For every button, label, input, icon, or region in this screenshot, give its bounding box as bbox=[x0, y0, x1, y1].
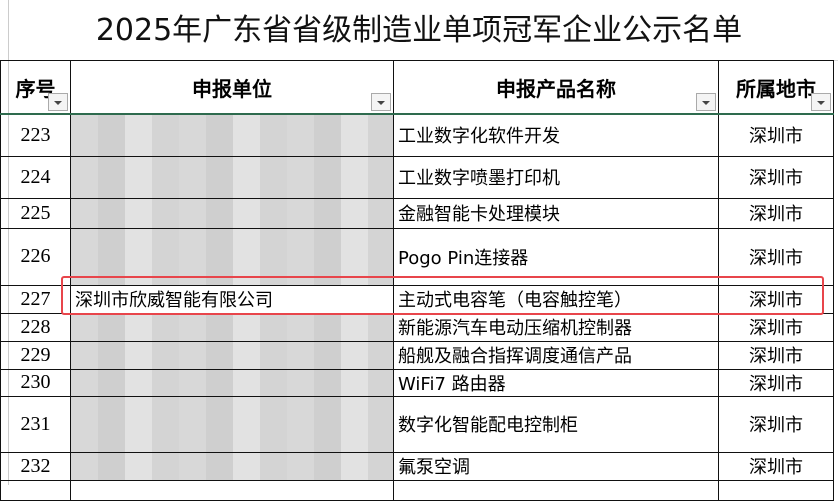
table-row: 227 深圳市欣威智能有限公司 主动式电容笔（电容触控笔） 深圳市 bbox=[0, 284, 834, 314]
unit-cell-redacted bbox=[70, 340, 394, 370]
no-cell[interactable]: 224 bbox=[0, 155, 71, 199]
cell bbox=[70, 479, 394, 501]
cell bbox=[393, 479, 719, 501]
filter-dropdown-icon[interactable] bbox=[371, 93, 391, 111]
unit-cell-redacted bbox=[70, 197, 394, 229]
redacted-blur bbox=[71, 199, 393, 227]
redacted-blur bbox=[71, 314, 393, 340]
product-cell[interactable]: 数字化智能配电控制柜 bbox=[393, 395, 719, 453]
product-cell[interactable]: 主动式电容笔（电容触控笔） bbox=[393, 284, 719, 314]
city-cell[interactable]: 深圳市 bbox=[718, 155, 834, 199]
city-cell[interactable]: 深圳市 bbox=[718, 113, 834, 157]
unit-cell-redacted bbox=[70, 113, 394, 157]
redacted-blur bbox=[71, 342, 393, 368]
no-cell[interactable]: 229 bbox=[0, 340, 71, 370]
product-cell[interactable]: 新能源汽车电动压缩机控制器 bbox=[393, 312, 719, 342]
no-cell[interactable]: 230 bbox=[0, 368, 71, 397]
header-city: 所属地市 bbox=[718, 60, 834, 115]
table-row-partial bbox=[0, 479, 834, 501]
no-cell[interactable]: 223 bbox=[0, 113, 71, 157]
city-cell[interactable]: 深圳市 bbox=[718, 451, 834, 481]
product-cell[interactable]: 氟泵空调 bbox=[393, 451, 719, 481]
redacted-blur bbox=[71, 229, 393, 284]
city-cell[interactable]: 深圳市 bbox=[718, 227, 834, 286]
product-cell[interactable]: Pogo Pin连接器 bbox=[393, 227, 719, 286]
city-cell[interactable]: 深圳市 bbox=[718, 312, 834, 342]
redacted-blur bbox=[71, 370, 393, 395]
redacted-blur bbox=[71, 115, 393, 155]
no-cell[interactable]: 231 bbox=[0, 395, 71, 453]
table-row: 228 新能源汽车电动压缩机控制器 深圳市 bbox=[0, 312, 834, 342]
cell bbox=[718, 479, 834, 501]
header-no: 序号 bbox=[0, 60, 71, 115]
header-product: 申报产品名称 bbox=[393, 60, 719, 115]
unit-cell-redacted bbox=[70, 155, 394, 199]
unit-cell-redacted bbox=[70, 451, 394, 481]
table-row: 232 氟泵空调 深圳市 bbox=[0, 451, 834, 481]
product-cell[interactable]: 金融智能卡处理模块 bbox=[393, 197, 719, 229]
unit-cell-redacted bbox=[70, 395, 394, 453]
table-row: 223 工业数字化软件开发 深圳市 bbox=[0, 113, 834, 157]
unit-cell[interactable]: 深圳市欣威智能有限公司 bbox=[70, 284, 394, 314]
city-cell[interactable]: 深圳市 bbox=[718, 197, 834, 229]
cell bbox=[0, 479, 71, 501]
product-cell[interactable]: 船舰及融合指挥调度通信产品 bbox=[393, 340, 719, 370]
no-cell[interactable]: 225 bbox=[0, 197, 71, 229]
table-row: 229 船舰及融合指挥调度通信产品 深圳市 bbox=[0, 340, 834, 370]
filter-dropdown-icon[interactable] bbox=[48, 93, 68, 111]
redacted-blur bbox=[71, 453, 393, 479]
city-cell[interactable]: 深圳市 bbox=[718, 340, 834, 370]
unit-cell-redacted bbox=[70, 312, 394, 342]
no-cell[interactable]: 226 bbox=[0, 227, 71, 286]
highlight-box bbox=[61, 276, 824, 315]
no-cell[interactable]: 227 bbox=[0, 284, 71, 314]
filter-dropdown-icon[interactable] bbox=[811, 93, 831, 111]
product-cell[interactable]: 工业数字喷墨打印机 bbox=[393, 155, 719, 199]
page-title: 2025年广东省省级制造业单项冠军企业公示名单 bbox=[0, 0, 838, 61]
table-row: 225 金融智能卡处理模块 深圳市 bbox=[0, 197, 834, 229]
filter-dropdown-icon[interactable] bbox=[696, 93, 716, 111]
city-cell[interactable]: 深圳市 bbox=[718, 368, 834, 397]
table-row: 224 工业数字喷墨打印机 深圳市 bbox=[0, 155, 834, 199]
unit-cell-redacted bbox=[70, 368, 394, 397]
unit-cell-redacted bbox=[70, 227, 394, 286]
no-cell[interactable]: 232 bbox=[0, 451, 71, 481]
product-cell[interactable]: WiFi7 路由器 bbox=[393, 368, 719, 397]
header-unit: 申报单位 bbox=[70, 60, 394, 115]
table-row: 226 Pogo Pin连接器 深圳市 bbox=[0, 227, 834, 286]
city-cell[interactable]: 深圳市 bbox=[718, 395, 834, 453]
table-row: 231 数字化智能配电控制柜 深圳市 bbox=[0, 395, 834, 453]
no-cell[interactable]: 228 bbox=[0, 312, 71, 342]
redacted-blur bbox=[71, 397, 393, 451]
table-row: 230 WiFi7 路由器 深圳市 bbox=[0, 368, 834, 397]
company-table: 序号 申报单位 申报产品名称 所属地市 223 工业数字化软件开发 深圳市 224 工业… bbox=[0, 60, 834, 501]
product-cell[interactable]: 工业数字化软件开发 bbox=[393, 113, 719, 157]
redacted-blur bbox=[71, 157, 393, 197]
